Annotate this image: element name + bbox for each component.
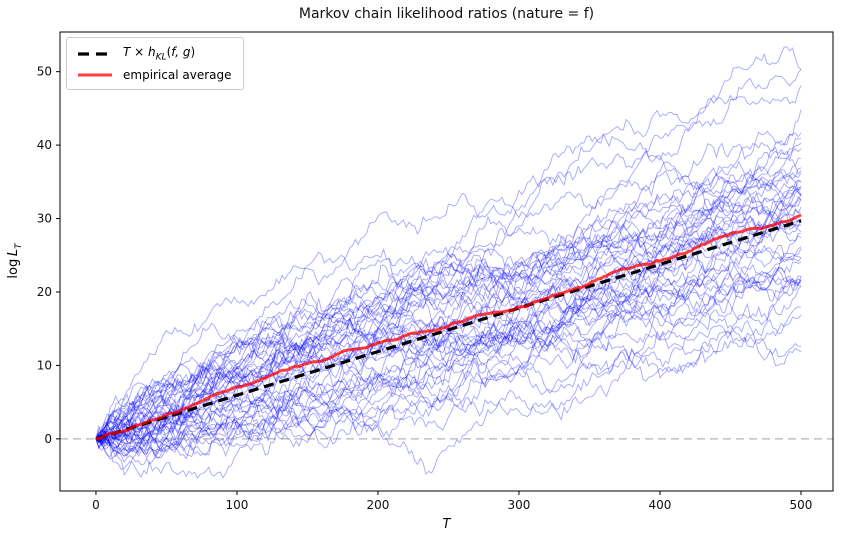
- y-tick-label: 30: [37, 212, 52, 226]
- trajectory-path: [95, 69, 802, 449]
- y-axis-label-prefix: log: [6, 258, 22, 279]
- trajectory-path: [95, 276, 802, 444]
- y-tick-label: 0: [44, 432, 52, 446]
- trajectory-path: [95, 311, 802, 453]
- x-axis-label: T: [442, 517, 451, 532]
- trajectory-path: [95, 182, 802, 442]
- trajectory-path: [95, 176, 802, 459]
- axes-spines: [59, 31, 834, 492]
- trajectory-path: [95, 329, 802, 453]
- trajectory-path: [95, 137, 802, 460]
- trajectory-path: [95, 206, 802, 450]
- trajectory-path: [95, 217, 802, 442]
- trajectory-path: [95, 167, 802, 445]
- trajectory-path: [95, 275, 802, 446]
- x-tick-label: 400: [649, 498, 672, 512]
- x-tick-label: 500: [790, 498, 813, 512]
- trajectory-path: [95, 250, 802, 466]
- x-tick-label: 0: [92, 498, 100, 512]
- trajectory-path: [95, 142, 802, 439]
- legend-entry-theory: T × hKL(f, g): [76, 45, 232, 62]
- trajectory-path: [95, 188, 802, 450]
- trajectory-path: [95, 335, 802, 441]
- trajectory-path: [95, 109, 802, 460]
- y-axis-label-subscript: T: [13, 243, 24, 249]
- empirical-average-line: [95, 213, 802, 441]
- y-tick-label: 40: [37, 138, 52, 152]
- trajectory-path: [95, 261, 802, 444]
- x-tick-label: 200: [367, 498, 390, 512]
- trajectory-path: [95, 130, 802, 445]
- trajectory-path: [95, 195, 802, 455]
- legend-label-empirical: empirical average: [123, 68, 232, 83]
- trajectory-path: [95, 208, 802, 441]
- trajectory-path: [95, 149, 802, 443]
- trajectory-path: [95, 157, 802, 443]
- trajectory-path: [95, 213, 802, 443]
- trajectory-path: [95, 179, 802, 453]
- trajectory-path: [95, 236, 802, 455]
- y-tick-label: 20: [37, 285, 52, 299]
- trajectory-path: [95, 300, 802, 444]
- trajectory-path: [95, 257, 802, 440]
- trajectory-path: [95, 275, 802, 479]
- trajectory-path: [95, 214, 802, 440]
- trajectory-path: [95, 220, 802, 458]
- trajectory-path: [95, 241, 802, 457]
- theory-line: [95, 219, 802, 441]
- y-axis-label: log LT: [6, 243, 24, 278]
- trajectory-path: [95, 269, 802, 455]
- trajectory-path: [95, 180, 802, 459]
- y-tick-label: 10: [37, 358, 52, 372]
- chart-title: Markov chain likelihood ratios (nature =…: [298, 6, 595, 22]
- legend-label-theory: T × hKL(f, g): [123, 45, 196, 63]
- trajectory-path: [95, 85, 802, 440]
- y-tick-label: 50: [37, 65, 52, 79]
- trajectory-path: [95, 200, 802, 440]
- trajectory-path: [95, 285, 802, 475]
- trajectory-path: [95, 190, 802, 476]
- y-axis-label-var: L: [6, 248, 22, 257]
- solid-line-icon: [78, 73, 112, 77]
- trajectory-path: [95, 172, 802, 440]
- legend-entry-empirical: empirical average: [76, 68, 232, 82]
- x-tick-label: 300: [508, 498, 531, 512]
- trajectory-path: [95, 46, 802, 440]
- legend: T × hKL(f, g) empirical average: [66, 37, 244, 91]
- trajectory-path: [95, 267, 802, 448]
- x-tick-label: 100: [226, 498, 249, 512]
- trajectory-path: [95, 232, 802, 442]
- trajectory-path: [95, 186, 802, 440]
- trajectory-path: [95, 182, 802, 440]
- trajectory-path: [95, 195, 802, 452]
- dashed-line-icon: [78, 52, 112, 56]
- trajectory-path: [95, 193, 802, 460]
- trajectory-path: [95, 146, 802, 440]
